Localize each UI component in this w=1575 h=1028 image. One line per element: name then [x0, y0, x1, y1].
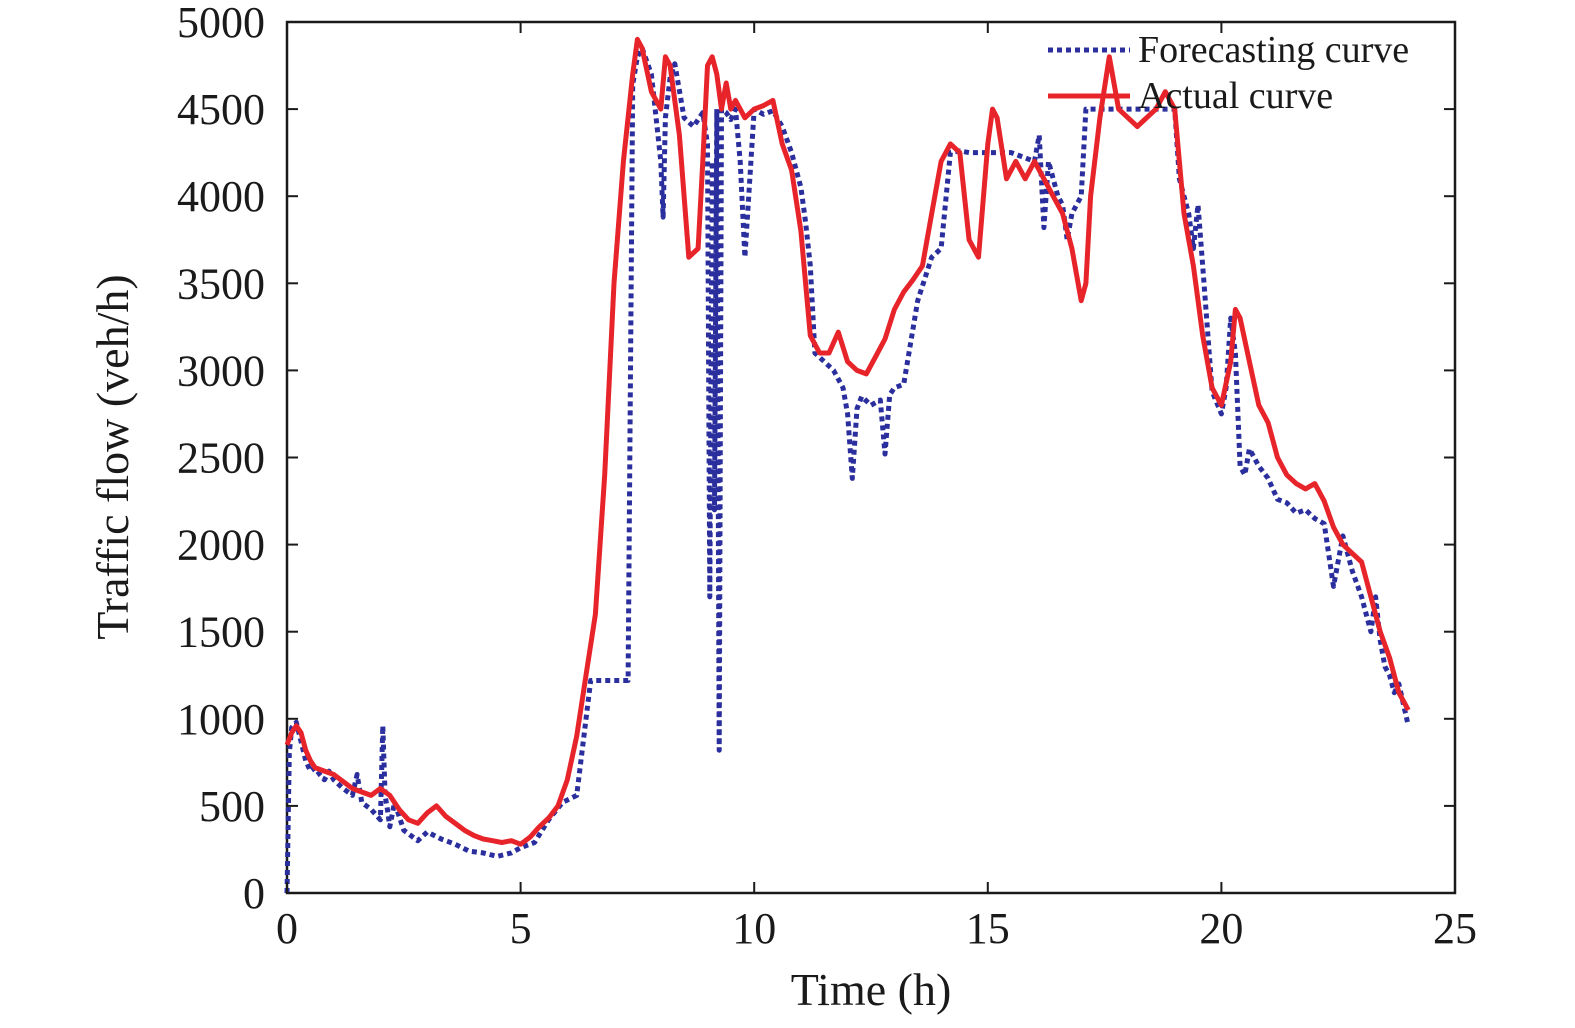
y-tick-label: 500: [199, 782, 265, 831]
x-tick-label: 5: [510, 904, 532, 953]
ticks-layer: 0 5 10 15 20 25 0 500 1000 1500 2000 2500 3000 3500 40…: [177, 0, 1477, 953]
y-axis-label: Traffic flow (veh/h): [87, 274, 138, 639]
x-tick-label: 20: [1199, 904, 1243, 953]
y-tick-label: 0: [243, 869, 265, 918]
x-tick-label: 25: [1433, 904, 1477, 953]
y-tick-label: 3500: [177, 259, 265, 308]
legend-label: Forecasting curve: [1138, 29, 1409, 71]
series-line-actual: [284, 36, 1411, 847]
y-tick-label: 2500: [177, 434, 265, 483]
y-tick-label: 2000: [177, 521, 265, 570]
plot-area-frame: [285, 20, 1457, 895]
x-tick-label: 10: [732, 904, 776, 953]
series-layer: [284, 36, 1411, 894]
y-tick-label: 5000: [177, 0, 265, 47]
y-tick-label: 3000: [177, 346, 265, 395]
y-tick-label: 1000: [177, 695, 265, 744]
y-tick-label: 1500: [177, 608, 265, 657]
x-axis-label: Time (h): [791, 964, 952, 1015]
y-tick-label: 4500: [177, 85, 265, 134]
x-tick-label: 0: [276, 904, 298, 953]
legend-label: Actual curve: [1138, 75, 1333, 117]
y-tick-label: 4000: [177, 172, 265, 221]
x-tick-label: 15: [966, 904, 1010, 953]
